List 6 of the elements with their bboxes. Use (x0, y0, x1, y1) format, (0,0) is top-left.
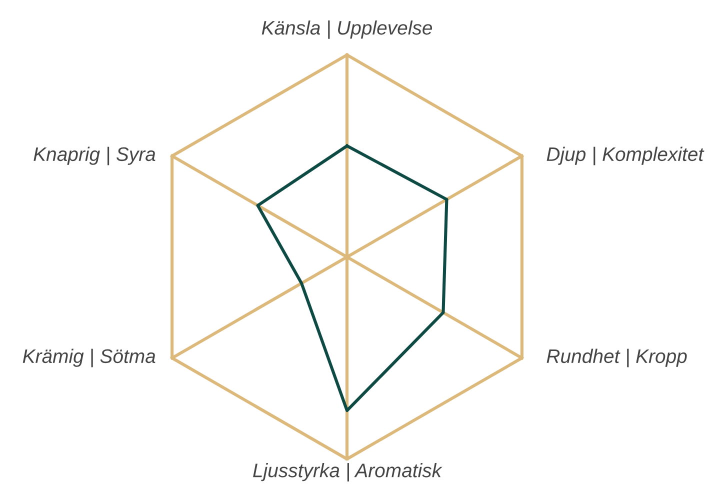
spoke-label: Känsla | Upplevelse (262, 20, 432, 39)
spoke-label: Djup | Komplexitet (546, 146, 704, 166)
spoke-label: Ljusstyrka | Aromatisk (253, 463, 442, 482)
spoke-label: Krämig | Sötma (22, 348, 156, 368)
spoke-label: Rundhet | Kropp (546, 348, 687, 368)
spoke-label: Knaprig | Syra (34, 146, 156, 166)
